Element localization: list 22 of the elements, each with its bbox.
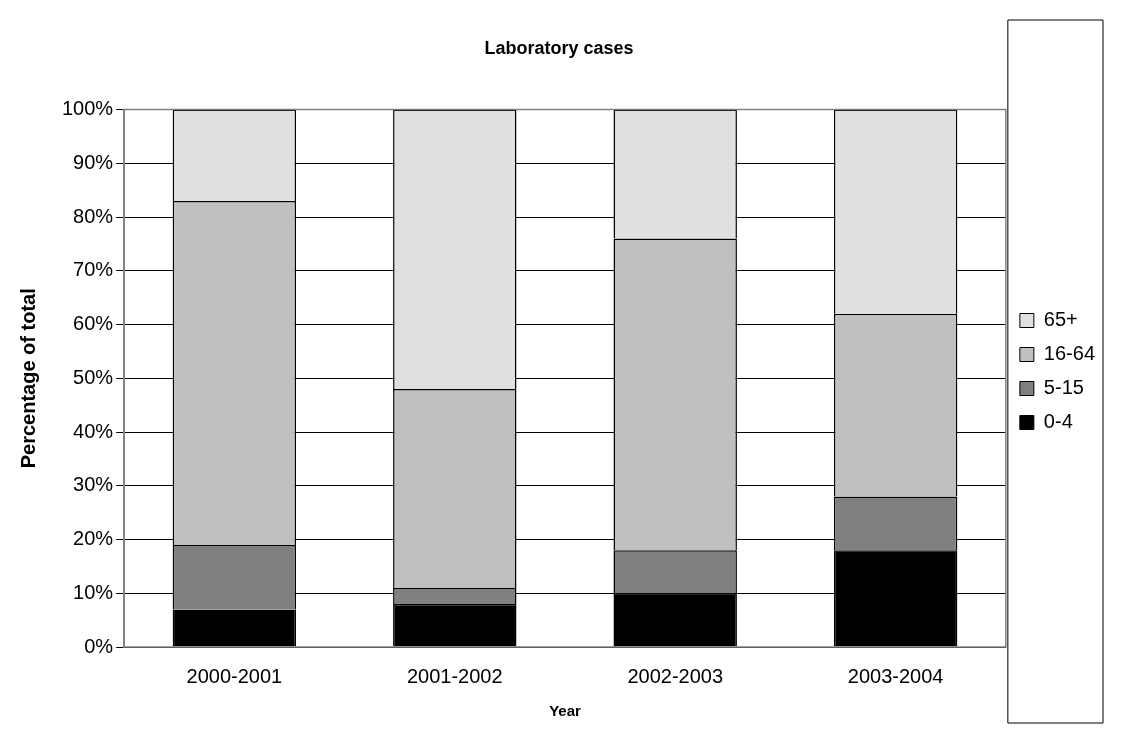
y-tick-label: 90%	[73, 150, 114, 173]
legend-label: 16-64	[1043, 342, 1095, 365]
y-tick-label: 40%	[73, 419, 114, 442]
x-tick-label: 2000-2001	[186, 664, 283, 687]
x-axis-title: Year	[549, 702, 582, 720]
y-tick-label: 50%	[73, 365, 114, 388]
y-tick-label: 100%	[62, 97, 114, 120]
x-tick-label: 2003-2004	[847, 664, 944, 687]
y-axis-title: Percentage of total	[16, 288, 39, 469]
legend-label: 5-15	[1043, 376, 1084, 399]
legend-label: 65+	[1043, 308, 1078, 331]
y-tick-label: 0%	[84, 634, 114, 657]
y-tick-label: 20%	[73, 527, 114, 550]
x-tick-label: 2001-2002	[406, 664, 503, 687]
y-tick-label: 30%	[73, 473, 114, 496]
chart-title: Laboratory cases	[484, 37, 634, 58]
y-tick-label: 70%	[73, 258, 114, 281]
y-tick-label: 10%	[73, 580, 114, 603]
legend-label: 0-4	[1043, 410, 1073, 433]
y-tick-label: 60%	[73, 312, 114, 335]
x-tick-label: 2002-2003	[627, 664, 724, 687]
y-tick-label: 80%	[73, 204, 114, 227]
